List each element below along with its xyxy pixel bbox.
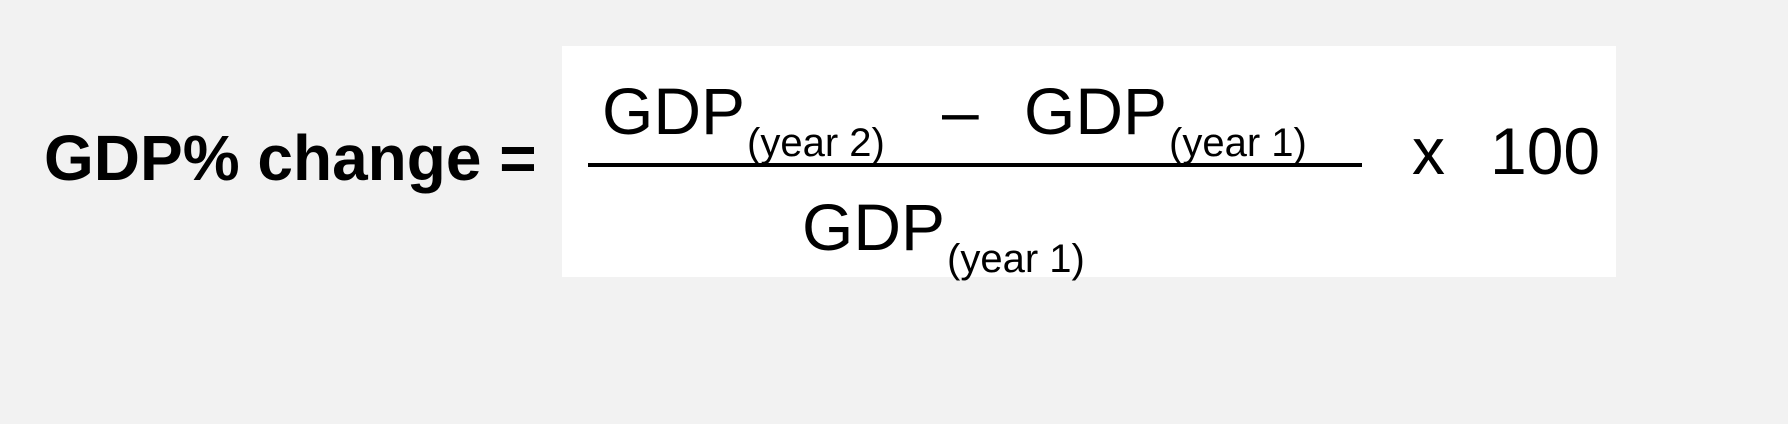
- numerator-gdp-year2: GDP(year 2): [602, 71, 885, 165]
- numerator-right-term: GDP: [1024, 74, 1168, 148]
- numerator-right-subscript: (year 1): [1169, 121, 1307, 165]
- denominator-subscript: (year 1): [947, 237, 1085, 281]
- minus-operator: –: [942, 74, 979, 148]
- numerator-left-term: GDP: [602, 74, 746, 148]
- formula-lhs-label: GDP% change =: [44, 122, 537, 194]
- denominator-term: GDP: [802, 190, 946, 264]
- denominator-gdp-year1: GDP(year 1): [802, 187, 1085, 281]
- multiply-symbol: x: [1412, 114, 1445, 188]
- fraction-bar: [588, 163, 1362, 167]
- numerator-left-subscript: (year 2): [747, 121, 885, 165]
- numerator-gdp-year1: GDP(year 1): [1024, 71, 1307, 165]
- formula-image: GDP(year 2) – GDP(year 1) GDP(year 1) x …: [562, 46, 1616, 281]
- multiplier-value: 100: [1490, 114, 1601, 188]
